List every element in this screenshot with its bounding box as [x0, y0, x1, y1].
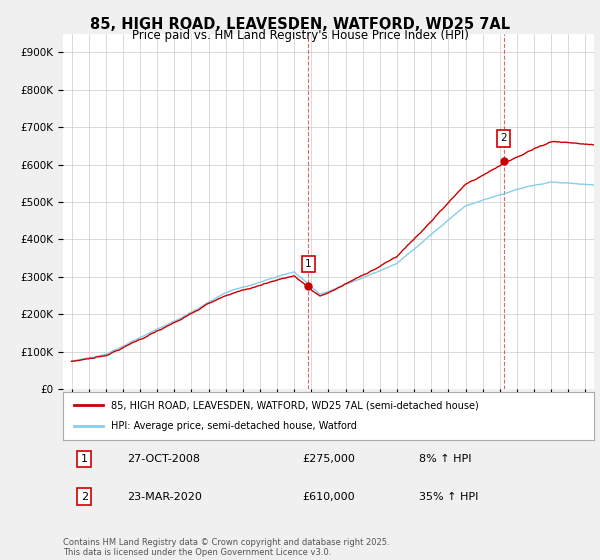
Text: £610,000: £610,000	[302, 492, 355, 502]
Text: Contains HM Land Registry data © Crown copyright and database right 2025.
This d: Contains HM Land Registry data © Crown c…	[63, 538, 389, 557]
Text: HPI: Average price, semi-detached house, Watford: HPI: Average price, semi-detached house,…	[111, 421, 356, 431]
Text: 2: 2	[500, 133, 507, 143]
Text: Price paid vs. HM Land Registry's House Price Index (HPI): Price paid vs. HM Land Registry's House …	[131, 29, 469, 42]
Text: 2: 2	[80, 492, 88, 502]
Text: 35% ↑ HPI: 35% ↑ HPI	[419, 492, 478, 502]
Text: 85, HIGH ROAD, LEAVESDEN, WATFORD, WD25 7AL (semi-detached house): 85, HIGH ROAD, LEAVESDEN, WATFORD, WD25 …	[111, 400, 479, 410]
Text: £275,000: £275,000	[302, 454, 355, 464]
Text: 27-OCT-2008: 27-OCT-2008	[127, 454, 200, 464]
Text: 8% ↑ HPI: 8% ↑ HPI	[419, 454, 471, 464]
Text: 23-MAR-2020: 23-MAR-2020	[127, 492, 202, 502]
Text: 1: 1	[81, 454, 88, 464]
Text: 85, HIGH ROAD, LEAVESDEN, WATFORD, WD25 7AL: 85, HIGH ROAD, LEAVESDEN, WATFORD, WD25 …	[90, 17, 510, 32]
Text: 1: 1	[305, 259, 311, 269]
